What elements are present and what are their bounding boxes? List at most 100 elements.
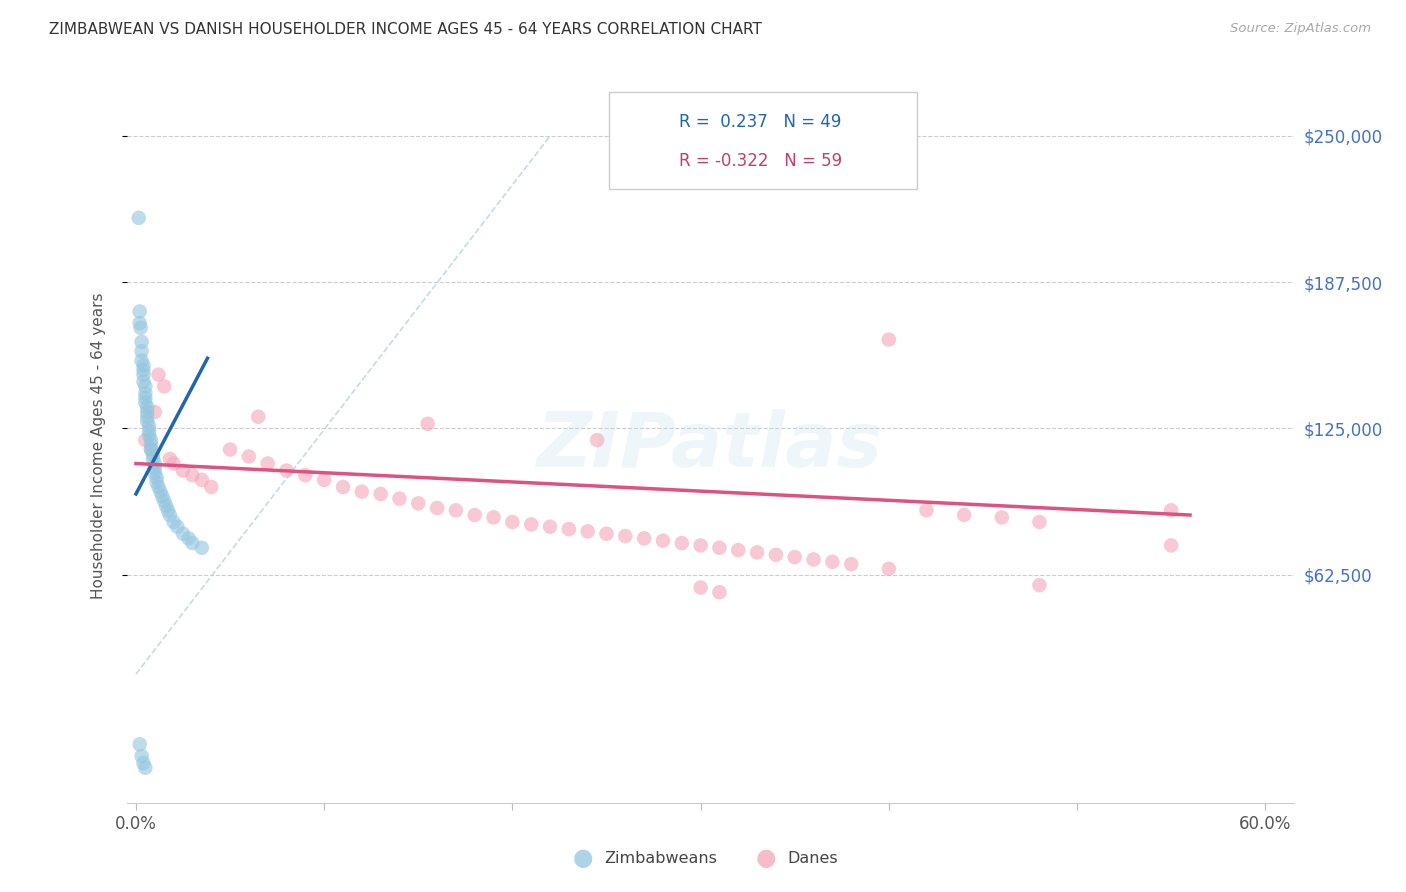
Point [153,379,176,393]
Point [143,405,166,419]
Point [614,529,637,543]
Point [408,496,430,510]
Point [181,536,204,550]
Point [783,550,806,565]
Point [558,522,581,536]
Point [256,457,278,471]
Point [191,541,214,555]
Point [803,552,825,566]
Point [128,211,150,225]
Point [595,526,617,541]
Text: ZIMBABWEAN VS DANISH HOUSEHOLDER INCOME AGES 45 - 64 YEARS CORRELATION CHART: ZIMBABWEAN VS DANISH HOUSEHOLDER INCOME … [49,22,762,37]
Point [134,391,156,405]
Point [134,761,156,775]
Point [129,321,152,335]
Point [177,532,200,546]
Point [709,585,731,599]
Point [139,442,162,457]
Point [132,359,155,373]
Point [139,433,162,447]
Point [332,480,354,494]
Point [1028,515,1050,529]
Point [200,480,222,494]
Point [1160,503,1182,517]
Point [136,401,159,415]
Point [709,541,731,555]
Point [276,464,298,478]
Point [134,386,156,401]
Text: ZIPatlas: ZIPatlas [537,409,883,483]
Point [172,464,194,478]
Point [520,517,543,532]
Point [136,405,159,419]
Y-axis label: Householder Income Ages 45 - 64 years: Householder Income Ages 45 - 64 years [91,293,105,599]
Point [159,508,181,522]
Point [652,533,675,548]
Point [821,555,844,569]
Point [576,524,599,539]
Point [156,503,179,517]
Point [877,333,900,347]
Point [128,304,150,318]
Point [172,526,194,541]
Point [181,468,204,483]
Point [138,424,160,438]
Point [148,368,170,382]
Point [134,395,156,409]
Point [314,473,336,487]
Point [219,442,242,457]
Text: ●: ● [756,847,776,870]
Point [131,344,153,359]
Point [143,457,166,471]
Point [501,515,523,529]
Point [426,501,449,516]
Point [633,532,655,546]
Point [148,480,170,494]
Text: R =  0.237   N = 49: R = 0.237 N = 49 [679,113,841,131]
Point [145,470,167,484]
Point [143,461,166,475]
Point [139,438,162,452]
Point [138,419,160,434]
Point [1160,538,1182,552]
Point [131,749,153,764]
Point [745,545,768,559]
Point [128,316,150,330]
Point [247,409,270,424]
Point [586,433,609,447]
Point [132,756,155,770]
Point [294,468,316,483]
Point [132,368,155,382]
Point [142,447,165,461]
Point [150,489,173,503]
Point [877,562,900,576]
Point [689,581,711,595]
Point [162,457,184,471]
Point [464,508,486,522]
Point [136,414,159,428]
Point [155,499,177,513]
Point [482,510,505,524]
Point [953,508,976,522]
Point [370,487,392,501]
Point [153,494,176,508]
Point [139,442,162,457]
Point [159,451,181,466]
Text: Danes: Danes [787,851,838,865]
Point [444,503,467,517]
Point [915,503,938,517]
Point [671,536,693,550]
Point [128,737,150,751]
Point [162,515,184,529]
Point [136,409,159,424]
Point [131,334,153,349]
Point [538,519,561,533]
Point [765,548,787,562]
Point [238,450,260,464]
Point [145,475,167,490]
Point [143,466,166,480]
Point [191,473,214,487]
Point [132,363,155,377]
Text: ●: ● [574,847,593,870]
Text: Zimbabweans: Zimbabweans [605,851,717,865]
